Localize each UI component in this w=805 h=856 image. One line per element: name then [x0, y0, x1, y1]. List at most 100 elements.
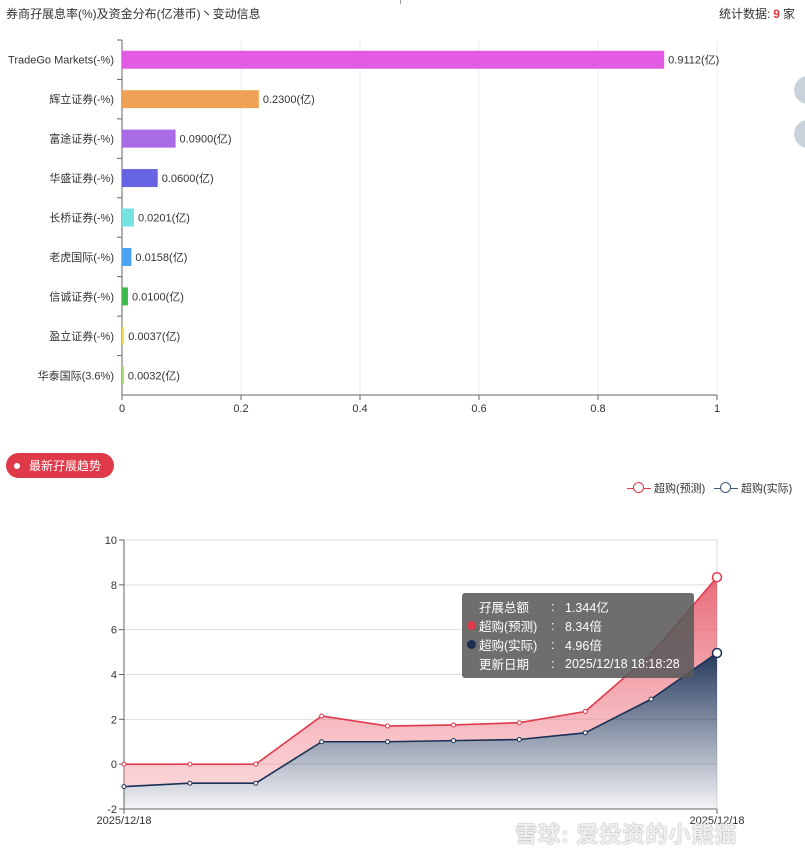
tooltip-key: 更新日期	[479, 658, 530, 672]
actual-point	[450, 738, 456, 744]
bar-value-label: 0.0032(亿)	[128, 369, 180, 382]
legend-marker-icon	[627, 482, 651, 494]
chart-tooltip: 孖展总额 : 1.344亿 超购(预测) : 8.34倍 超购(实际) : 4.…	[462, 593, 694, 678]
tooltip-row: 更新日期 : 2025/12/18 18:18:28	[467, 654, 694, 673]
y-tick-label: 辉立证券(-%)	[49, 92, 114, 106]
legend-item-actual[interactable]: 超购(实际)	[714, 480, 792, 496]
actual-point	[121, 784, 127, 790]
stats-count-label: 统计数据:	[718, 7, 771, 21]
bar	[122, 366, 124, 385]
tooltip-dot	[467, 659, 476, 668]
series-dot-icon	[467, 621, 476, 630]
bar-value-label: 0.0037(亿)	[128, 330, 180, 343]
y-tick-label: 2	[111, 714, 117, 726]
y-tick-label: 4	[111, 670, 117, 682]
y-tick-label: 老虎国际(-%)	[49, 251, 114, 264]
x-tick-label: 2025/12/18	[96, 815, 151, 827]
divider	[400, 0, 401, 4]
bar	[122, 247, 132, 266]
tooltip-sep: :	[551, 656, 555, 671]
bar-value-label: 0.0900(亿)	[180, 133, 232, 146]
x-tick-label: 0.4	[352, 403, 367, 415]
forecast-point	[516, 720, 522, 726]
y-tick-label: 华盛证券(-%)	[49, 171, 114, 185]
forecast-point	[253, 761, 259, 767]
tooltip-value: 8.34倍	[565, 620, 602, 634]
tooltip-row: 超购(实际) : 4.96倍	[467, 635, 694, 654]
actual-point	[385, 739, 391, 745]
y-tick-label: 10	[105, 535, 117, 547]
tooltip-key: 超购(预测)	[479, 620, 538, 634]
y-tick-label: 盈立证券(-%)	[49, 329, 114, 343]
page-title: 券商孖展息率(%)及资金分布(亿港币)丶变动信息	[6, 7, 261, 21]
tooltip-sep: :	[551, 637, 555, 652]
tooltip-key: 超购(实际)	[479, 639, 538, 653]
tooltip-dot	[467, 602, 476, 611]
actual-point	[187, 780, 193, 786]
tooltip-key: 孖展总额	[479, 601, 530, 615]
legend-label: 超购(实际)	[741, 483, 793, 495]
forecast-point	[582, 708, 588, 714]
actual-point	[319, 739, 325, 745]
actual-point	[648, 696, 654, 702]
bar-value-label: 0.0201(亿)	[138, 212, 190, 225]
forecast-point	[385, 723, 391, 729]
side-float-button[interactable]	[794, 120, 805, 148]
stats-count-unit: 家	[782, 7, 795, 21]
bullet-icon	[14, 462, 20, 469]
tooltip-value: 4.96倍	[565, 639, 602, 653]
forecast-point	[711, 571, 723, 583]
forecast-point	[450, 722, 456, 728]
y-tick-label: 华泰国际(3.6%)	[38, 368, 114, 382]
bar	[122, 50, 665, 69]
bar	[122, 129, 176, 148]
oversubscription-trend-chart: -2 0 2 4 6 8 10 2025/12/18 2025/12/18	[96, 535, 744, 827]
y-tick-label: -2	[107, 804, 117, 816]
y-tick-label: 长桥证券(-%)	[49, 211, 114, 225]
actual-point	[711, 647, 723, 659]
trend-section-tag: 最新孖展趋势	[6, 453, 114, 478]
tooltip-value: 1.344亿	[565, 601, 609, 615]
actual-point	[582, 730, 588, 736]
y-tick-label: 信诚证券(-%)	[49, 289, 114, 303]
y-tick-label: 8	[111, 580, 117, 592]
series-dot-icon	[467, 640, 476, 649]
forecast-line	[124, 576, 718, 765]
bar	[122, 326, 125, 345]
forecast-point	[187, 761, 193, 767]
actual-point	[253, 780, 259, 786]
tooltip-sep: :	[551, 599, 555, 614]
bar-value-label: 0.0158(亿)	[135, 251, 187, 264]
bar-value-label: 0.9112(亿)	[668, 54, 719, 67]
legend-marker-icon	[714, 482, 738, 494]
side-float-button[interactable]	[794, 76, 805, 104]
x-tick-label: 0.8	[590, 403, 605, 415]
x-tick-label: 1	[714, 403, 720, 415]
y-tick-label: 富途证券(-%)	[49, 132, 114, 146]
y-tick-label: TradeGo Markets(-%)	[8, 55, 114, 67]
watermark: 雪球: 爱投资的小熊猫	[515, 822, 738, 847]
bar	[122, 208, 134, 227]
actual-area	[124, 652, 717, 809]
tooltip-row: 孖展总额 : 1.344亿	[467, 597, 694, 616]
bar	[122, 287, 128, 306]
x-tick-label: 2025/12/18	[689, 815, 744, 827]
trend-section-label: 最新孖展趋势	[29, 459, 102, 473]
stats-count-value: 9	[773, 7, 780, 21]
legend-item-forecast[interactable]: 超购(预测)	[627, 480, 705, 496]
actual-point	[516, 737, 522, 743]
bar	[122, 169, 158, 188]
tooltip-value: 2025/12/18 18:18:28	[565, 656, 680, 671]
x-tick-label: 0.6	[471, 403, 486, 415]
bar	[122, 90, 259, 109]
y-tick-label: 0	[111, 759, 117, 771]
x-tick-label: 0	[119, 403, 125, 415]
tooltip-row: 超购(预测) : 8.34倍	[467, 616, 694, 635]
bar-value-label: 0.0100(亿)	[132, 290, 184, 303]
forecast-point	[121, 761, 127, 767]
broker-bar-chart: 0 0.2 0.4 0.6 0.8 1 TradeGo Markets(-%) 0.9112(…	[8, 39, 720, 415]
forecast-point	[319, 713, 325, 719]
legend-label: 超购(预测)	[654, 483, 706, 495]
tooltip-sep: :	[551, 618, 555, 633]
y-tick-label: 6	[111, 625, 117, 637]
